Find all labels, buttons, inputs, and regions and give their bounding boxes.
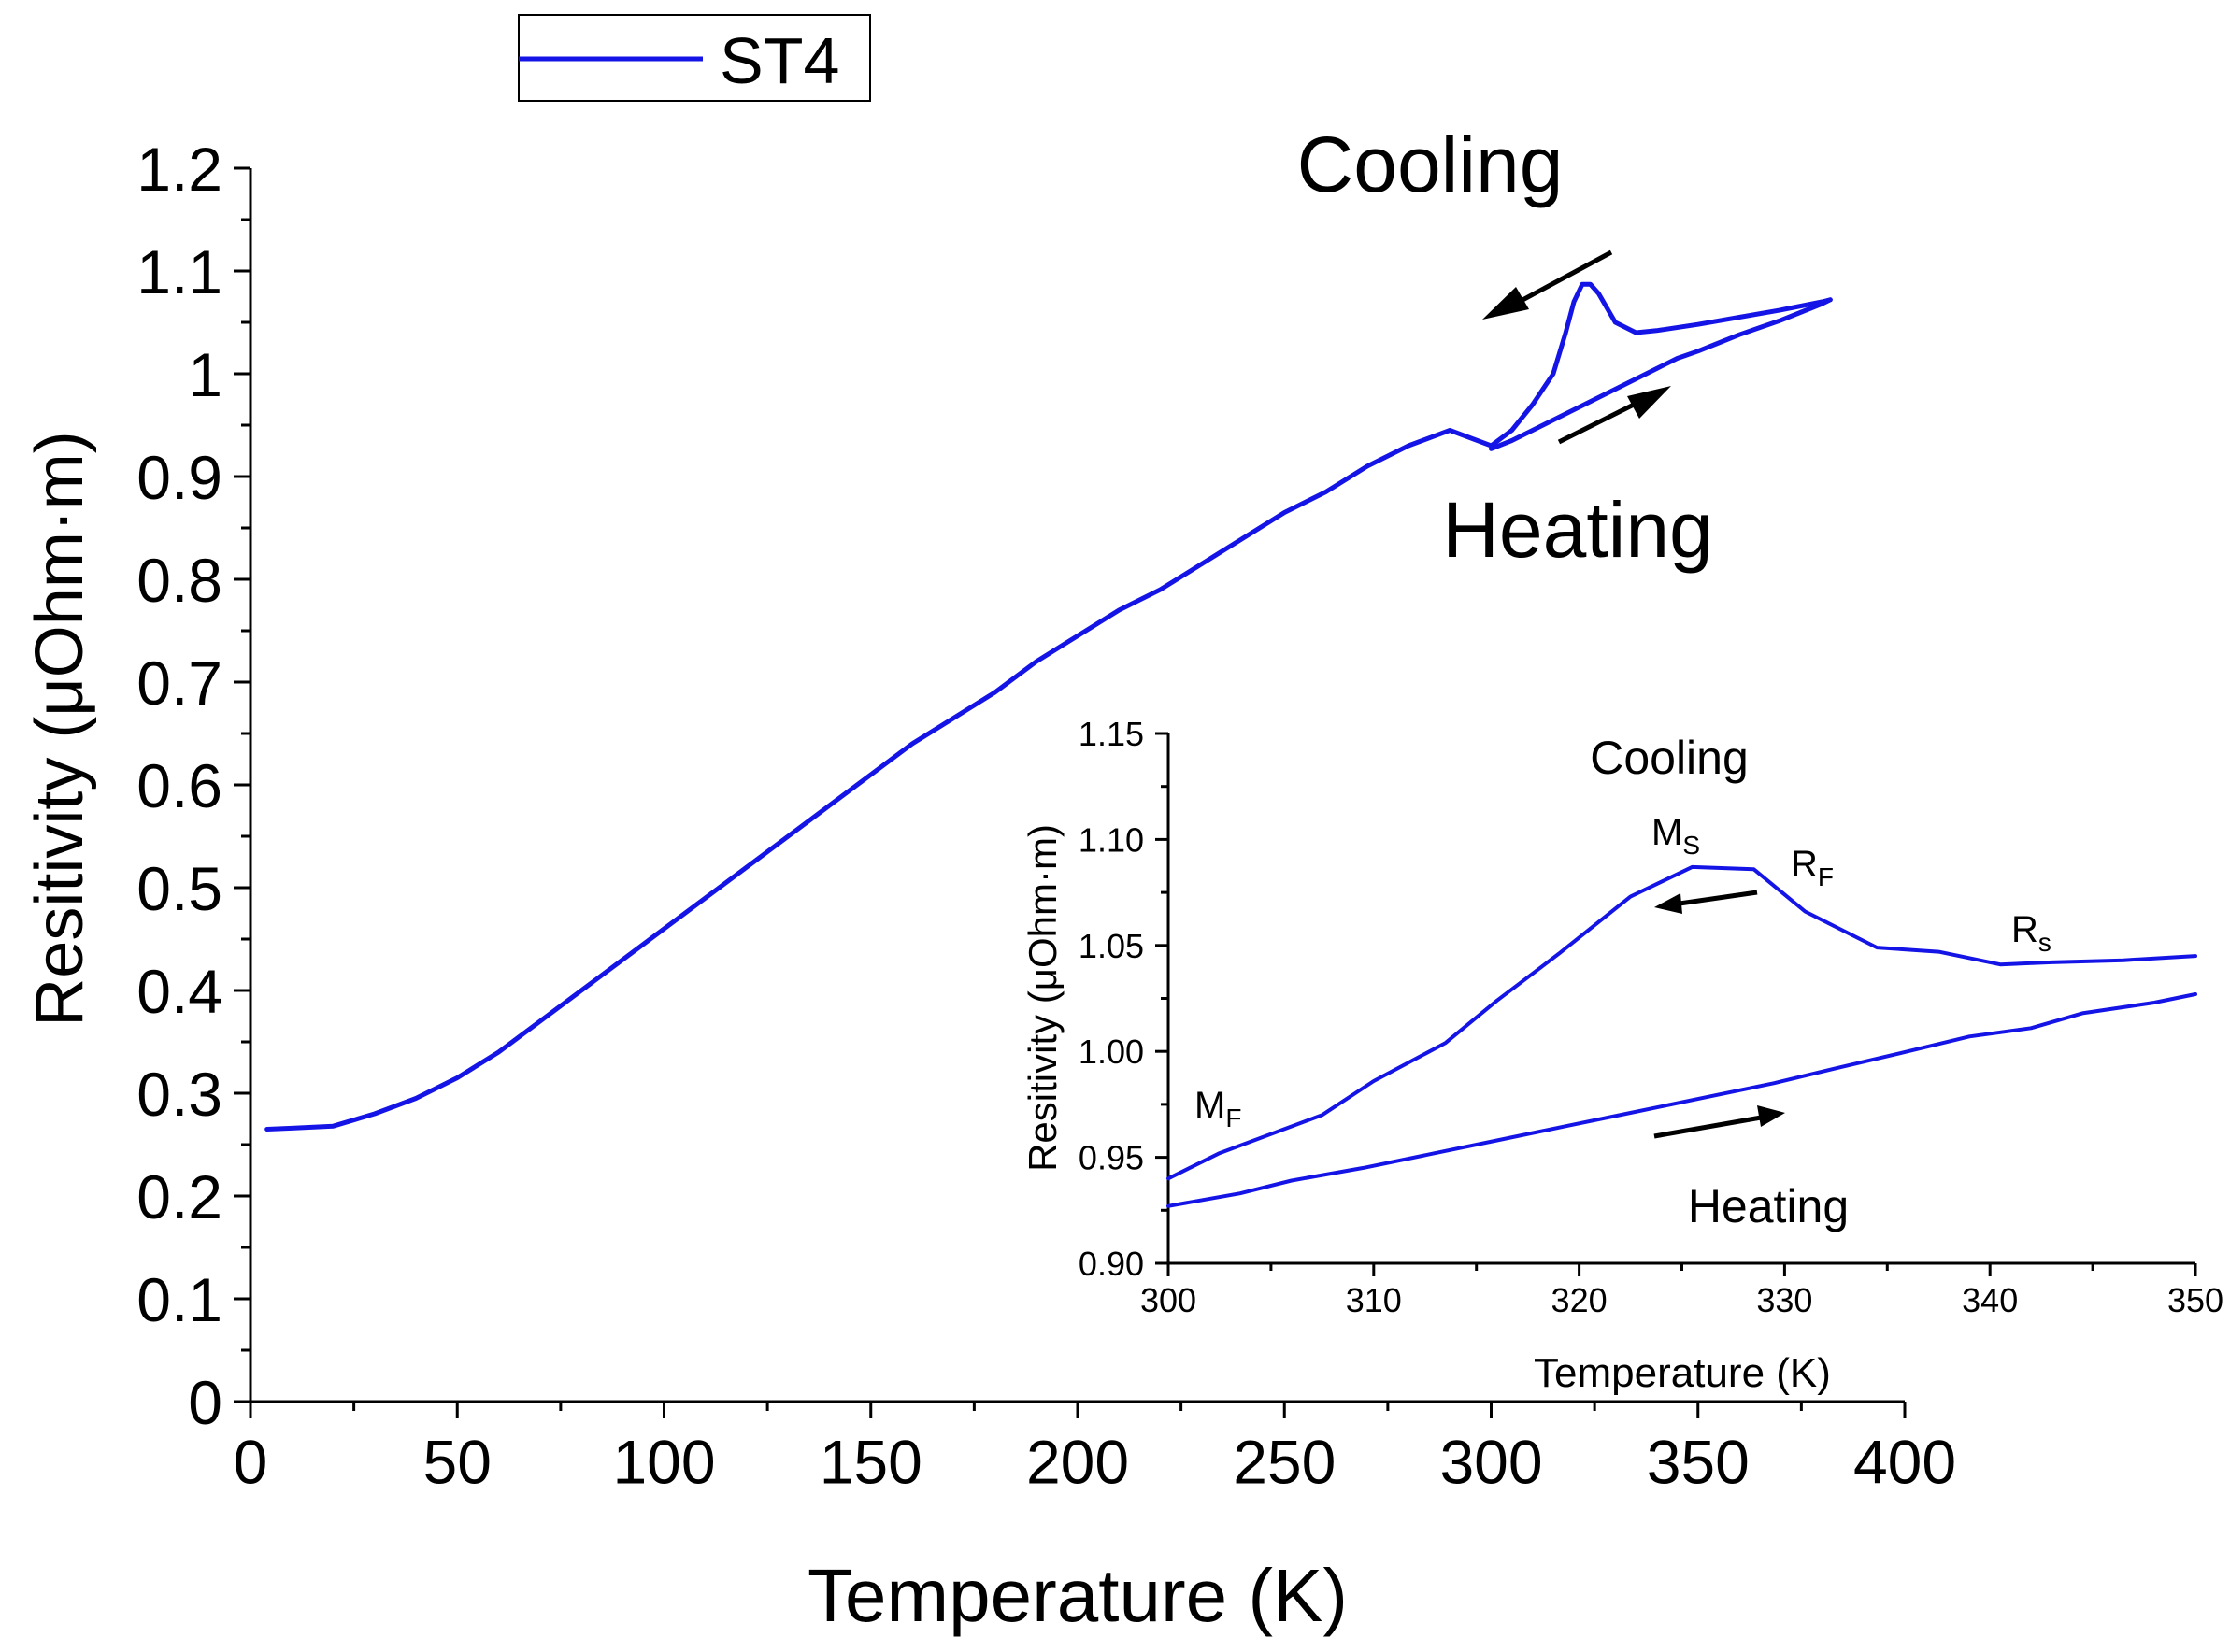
- main-y-tick-label: 0.6: [136, 751, 222, 820]
- inset-y-ticks: 0.90 0.95 1.00 1.05 1.10 1.15: [1079, 715, 1168, 1283]
- main-annotation-heating: Heating: [1442, 486, 1713, 574]
- inset-x-tick-label: 340: [1962, 1281, 2018, 1319]
- inset-y-tick-label: 1.10: [1079, 820, 1144, 859]
- main-axes: [249, 168, 1905, 1403]
- main-arrow-heating-head: [1627, 386, 1671, 419]
- main-x-ticks: 0 50 100 150 200 250 300 350 400: [234, 1402, 1956, 1496]
- inset-series-line-1: [1166, 864, 2197, 1181]
- main-y-tick-label: 0.7: [136, 648, 222, 718]
- inset-series-line-2: [1166, 992, 2197, 1208]
- inset-x-tick-label: 320: [1551, 1281, 1608, 1319]
- main-y-tick-label: 0: [188, 1368, 222, 1437]
- main-x-tick-label: 200: [1026, 1427, 1129, 1496]
- main-y-tick-label: 1: [188, 340, 222, 409]
- main-y-tick-label: 0.3: [136, 1060, 222, 1129]
- main-y-tick-label: 1.1: [136, 237, 222, 306]
- inset-x-tick-label: 330: [1756, 1281, 1812, 1319]
- main-x-tick-label: 150: [820, 1427, 922, 1496]
- inset-label-rs: Rs: [2011, 909, 2051, 957]
- inset-y-tick-label: 0.90: [1079, 1245, 1144, 1283]
- main-y-ticks: 0 0.1 0.2 0.3 0.4 0.5 0.6 0.7 0.8 0.9 1 1.1 1.2: [136, 135, 250, 1437]
- main-x-tick-label: 250: [1233, 1427, 1336, 1496]
- inset-y-tick-label: 1.05: [1079, 927, 1144, 965]
- main-series-line-2: [1489, 297, 1833, 451]
- inset-arrow-cooling-shaft: [1672, 890, 1758, 907]
- inset-annotation-cooling: Cooling: [1590, 732, 1749, 784]
- main-y-tick-label: 0.5: [136, 854, 222, 923]
- inset-y-tick-label: 1.00: [1079, 1032, 1144, 1071]
- legend-label: ST4: [720, 24, 839, 97]
- inset-arrow-cooling: [1654, 890, 1758, 914]
- main-x-tick-label: 300: [1439, 1427, 1542, 1496]
- main-x-tick-label: 400: [1853, 1427, 1956, 1496]
- main-series-line-1: [264, 281, 1833, 1132]
- inset-x-tick-label: 350: [2167, 1281, 2223, 1319]
- legend: ST4: [518, 14, 871, 102]
- main-y-tick-label: 0.2: [136, 1162, 222, 1232]
- main-arrow-heating: [1557, 386, 1671, 445]
- main-y-tick-label: 0.1: [136, 1265, 222, 1334]
- inset-arrow-heating-head: [1757, 1105, 1785, 1127]
- main-x-tick-label: 350: [1647, 1427, 1750, 1496]
- main-y-axis-title: Resitivity (μOhm·m): [22, 431, 97, 1026]
- main-arrow-cooling-head: [1482, 287, 1529, 320]
- main-y-tick-label: 0.4: [136, 957, 222, 1026]
- inset-y-axis-title: Resitivity (μOhm·m): [1021, 824, 1065, 1172]
- main-x-axis-title: Temperature (K): [808, 1554, 1348, 1637]
- inset-label-ms: MS: [1651, 812, 1700, 860]
- inset-x-ticks: 300 310 320 330 340 350: [1140, 1263, 2223, 1319]
- main-x-tick-label: 100: [612, 1427, 715, 1496]
- main-x-tick-label: 0: [234, 1427, 268, 1496]
- inset-arrow-heating-shaft: [1653, 1114, 1767, 1139]
- inset-arrow-cooling-head: [1654, 893, 1682, 914]
- inset-label-rf: RF: [1791, 844, 1834, 891]
- main-x-tick-label: 50: [423, 1427, 492, 1496]
- inset-series: [1166, 864, 2197, 1208]
- inset-annotation-heating: Heating: [1688, 1180, 1849, 1232]
- inset-y-tick-label: 1.15: [1079, 715, 1144, 753]
- main-arrow-cooling: [1482, 249, 1613, 320]
- inset-x-tick-label: 310: [1346, 1281, 1402, 1319]
- inset-x-axis-title: Temperature (K): [1534, 1350, 1831, 1396]
- main-series: [264, 281, 1833, 1132]
- inset-y-tick-label: 0.95: [1079, 1139, 1144, 1177]
- inset-label-mf: MF: [1194, 1085, 1241, 1132]
- main-annotation-cooling: Cooling: [1297, 121, 1564, 208]
- main-y-tick-label: 0.9: [136, 443, 222, 512]
- inset-x-tick-label: 300: [1140, 1281, 1196, 1319]
- inset-arrow-heating: [1653, 1105, 1785, 1139]
- main-y-tick-label: 1.2: [136, 135, 222, 204]
- main-y-tick-label: 0.8: [136, 546, 222, 615]
